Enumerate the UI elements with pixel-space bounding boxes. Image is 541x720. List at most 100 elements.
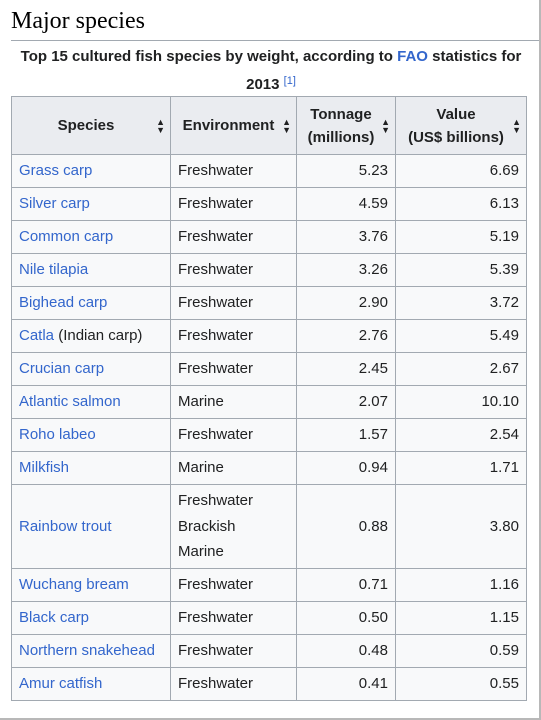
column-header-tonnage[interactable]: Tonnage (millions) ▲ ▼ [296, 96, 396, 155]
species-link[interactable]: Catla [19, 327, 55, 344]
tonnage-cell: 0.41 [296, 667, 396, 701]
sort-arrows-icon[interactable]: ▲ ▼ [512, 116, 521, 135]
species-cell: Common carp [11, 220, 171, 254]
column-header-environment[interactable]: Environment ▲ ▼ [170, 96, 297, 155]
species-cell: Roho labeo [11, 418, 171, 452]
environment-value: Freshwater [178, 261, 254, 278]
tonnage-cell: 0.94 [296, 451, 396, 485]
environment-value: Marine [178, 393, 224, 410]
table-row: Roho labeo Freshwater 1.57 2.54 [11, 418, 527, 452]
species-cell: Black carp [11, 601, 171, 635]
value-cell: 5.19 [395, 220, 527, 254]
table-caption: Top 15 cultured fish species by weight, … [11, 45, 531, 97]
table-row: Amur catfish Freshwater 0.41 0.55 [11, 667, 527, 701]
species-header-label: Species [57, 117, 115, 134]
species-link[interactable]: Wuchang bream [19, 576, 129, 593]
species-cell: Grass carp [11, 154, 171, 188]
value-header-line2: (US$ billions) [408, 128, 504, 146]
table-row: Bighead carp Freshwater 2.90 3.72 [11, 286, 527, 320]
species-link[interactable]: Silver carp [19, 195, 90, 212]
caption-text-after: statistics for 2013 [246, 48, 522, 93]
species-cell: Wuchang bream [11, 568, 171, 602]
heading-divider [11, 40, 539, 41]
species-link[interactable]: Bighead carp [19, 294, 108, 311]
species-cell: Crucian carp [11, 352, 171, 386]
tonnage-cell: 2.90 [296, 286, 396, 320]
environment-cell: Freshwater [170, 187, 297, 221]
species-cell: Nile tilapia [11, 253, 171, 287]
tonnage-cell: 5.23 [296, 154, 396, 188]
species-link[interactable]: Roho labeo [19, 426, 96, 443]
value-cell: 3.80 [395, 484, 527, 569]
table-row: Nile tilapia Freshwater 3.26 5.39 [11, 253, 527, 287]
environment-value: Freshwater [178, 228, 254, 245]
environment-value: Freshwater [178, 675, 254, 692]
environment-cell: Freshwater [170, 253, 297, 287]
caption-text-before: Top 15 cultured fish species by weight, … [20, 48, 398, 65]
table-row: Atlantic salmon Marine 2.07 10.10 [11, 385, 527, 419]
column-header-value[interactable]: Value (US$ billions) ▲ ▼ [395, 96, 527, 155]
tonnage-cell: 2.76 [296, 319, 396, 353]
species-table: Species ▲ ▼ Environment ▲ ▼ Tonnage (millio… [11, 96, 527, 701]
species-cell: Amur catfish [11, 667, 171, 701]
species-link[interactable]: Milkfish [19, 459, 70, 476]
species-link[interactable]: Nile tilapia [19, 261, 89, 278]
environment-value: Marine [178, 543, 224, 561]
table-row: Black carp Freshwater 0.50 1.15 [11, 601, 527, 635]
species-cell: Bighead carp [11, 286, 171, 320]
species-cell: Milkfish [11, 451, 171, 485]
species-link[interactable]: Amur catfish [19, 675, 103, 692]
environment-cell: Freshwater [170, 286, 297, 320]
species-link[interactable]: Crucian carp [19, 360, 105, 377]
environment-cell: Freshwater [170, 634, 297, 668]
table-row: Crucian carp Freshwater 2.45 2.67 [11, 352, 527, 386]
environment-cell: Marine [170, 451, 297, 485]
sort-arrows-icon[interactable]: ▲ ▼ [156, 116, 165, 135]
table-row: Milkfish Marine 0.94 1.71 [11, 451, 527, 485]
tonnage-header-line2: (millions) [307, 128, 375, 146]
table-row: Common carp Freshwater 3.76 5.19 [11, 220, 527, 254]
tonnage-header-line1: Tonnage [310, 105, 372, 123]
table-body: Grass carp Freshwater 5.23 6.69 Silver carp F… [11, 154, 527, 701]
section-heading: Major species [11, 8, 145, 34]
species-link[interactable]: Black carp [19, 609, 90, 626]
tonnage-cell: 0.50 [296, 601, 396, 635]
species-link[interactable]: Grass carp [19, 162, 93, 179]
environment-cell: Freshwater [170, 568, 297, 602]
species-link[interactable]: Rainbow trout [19, 517, 112, 535]
environment-value: Freshwater [178, 492, 254, 510]
sort-arrows-icon[interactable]: ▲ ▼ [381, 116, 390, 135]
tonnage-cell: 3.26 [296, 253, 396, 287]
environment-cell: Freshwater [170, 352, 297, 386]
species-link[interactable]: Northern snakehead [19, 642, 155, 659]
environment-cell: Freshwater [170, 667, 297, 701]
value-cell: 6.69 [395, 154, 527, 188]
value-header-line1: Value [436, 105, 476, 123]
value-cell: 10.10 [395, 385, 527, 419]
value-cell: 3.72 [395, 286, 527, 320]
species-cell: Silver carp [11, 187, 171, 221]
environment-value: Freshwater [178, 426, 254, 443]
reference-link[interactable]: [1] [283, 75, 296, 87]
environment-cell: Freshwater [170, 319, 297, 353]
value-cell: 2.67 [395, 352, 527, 386]
environment-cell: Freshwater [170, 220, 297, 254]
environment-cell: Freshwater [170, 601, 297, 635]
environment-value: Freshwater [178, 609, 254, 626]
fao-link[interactable]: FAO [397, 48, 428, 65]
sort-arrows-icon[interactable]: ▲ ▼ [282, 116, 291, 135]
table-header-row: Species ▲ ▼ Environment ▲ ▼ Tonnage (millio… [11, 96, 527, 155]
environment-cell: Marine [170, 385, 297, 419]
value-cell: 0.55 [395, 667, 527, 701]
species-link[interactable]: Common carp [19, 228, 114, 245]
environment-value: Freshwater [178, 327, 254, 344]
species-link[interactable]: Atlantic salmon [19, 393, 121, 410]
species-cell: Catla (Indian carp) [11, 319, 171, 353]
value-cell: 5.49 [395, 319, 527, 353]
value-cell: 1.71 [395, 451, 527, 485]
species-note: (Indian carp) [54, 327, 143, 344]
column-header-species[interactable]: Species ▲ ▼ [11, 96, 171, 155]
value-cell: 5.39 [395, 253, 527, 287]
environment-cell: Freshwater [170, 418, 297, 452]
